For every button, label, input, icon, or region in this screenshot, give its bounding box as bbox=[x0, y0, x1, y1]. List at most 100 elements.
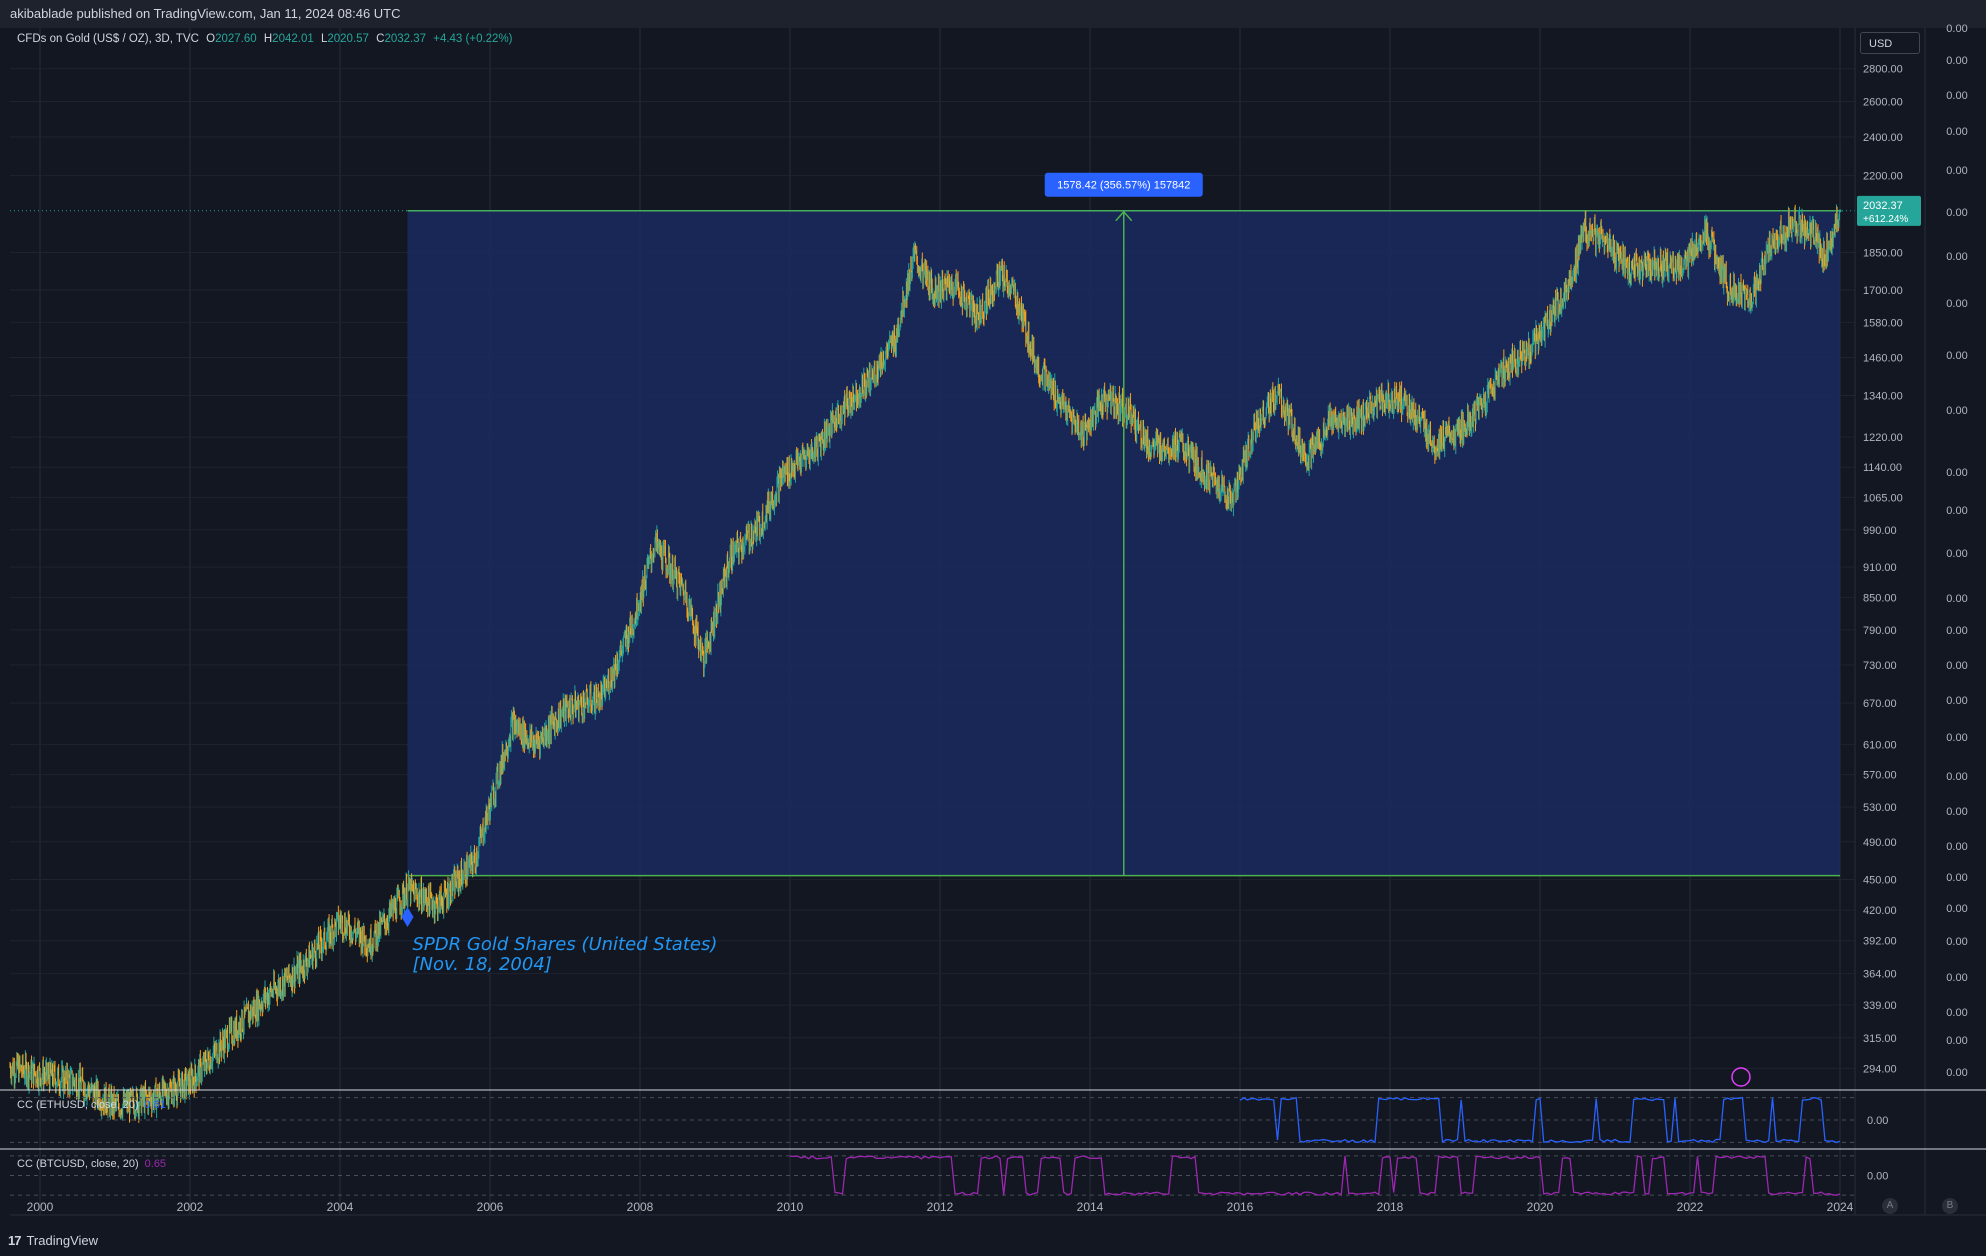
secondary-y-axis: 0.00 0.00 0.00 0.00 0.00 0.00 0.00 0.00 0.00 0.00… bbox=[1924, 23, 1968, 1215]
secondary-tick-label: 0.00 bbox=[1946, 90, 1967, 102]
measure-label: 1578.42 (356.57%) 157842 bbox=[1057, 180, 1190, 192]
time-tick-label: 2002 bbox=[177, 1200, 204, 1214]
time-tick-label: 2010 bbox=[777, 1200, 804, 1214]
price-tick-label: 2200.00 bbox=[1863, 171, 1903, 183]
time-tick-label: 2012 bbox=[927, 1200, 954, 1214]
price-tick-label: 294.00 bbox=[1863, 1063, 1897, 1075]
time-tick-label: 2000 bbox=[27, 1200, 54, 1214]
secondary-tick-label: 0.00 bbox=[1946, 1035, 1967, 1047]
price-tick-label: 490.00 bbox=[1863, 837, 1897, 849]
close-label: C bbox=[376, 33, 385, 45]
price-tick-label: 1220.00 bbox=[1863, 432, 1903, 444]
secondary-tick-label: 0.00 bbox=[1946, 972, 1967, 984]
open-value: 2027.60 bbox=[215, 33, 257, 45]
indicator-eth-value: 0.61 bbox=[144, 1099, 167, 1111]
secondary-tick-label: 0.00 bbox=[1946, 732, 1967, 744]
price-tick-label: 1140.00 bbox=[1863, 462, 1902, 474]
indicator-btc-label: CC (BTCUSD, close, 20) 0.65 bbox=[17, 1158, 166, 1170]
auto-scale-button[interactable]: A bbox=[1882, 1198, 1898, 1214]
pane-scale-label: 0.00 bbox=[1867, 1115, 1888, 1127]
price-tick-label: 850.00 bbox=[1863, 592, 1897, 604]
measure-overlay: 1578.42 (356.57%) 157842 SPDR Gold Shares… bbox=[401, 172, 1203, 975]
currency-button[interactable]: USD bbox=[1860, 32, 1920, 54]
price-series bbox=[9, 204, 1842, 1123]
price-tick-label: 990.00 bbox=[1863, 525, 1897, 537]
price-tick-label: 1580.00 bbox=[1863, 317, 1903, 329]
secondary-tick-label: 0.00 bbox=[1946, 55, 1967, 67]
price-tick-label: 730.00 bbox=[1863, 660, 1897, 672]
open-label: O bbox=[206, 33, 216, 45]
secondary-tick-label: 0.00 bbox=[1946, 23, 1967, 35]
annotation-marker-icon[interactable] bbox=[401, 907, 414, 927]
indicator-eth-label: CC (ETHUSD, close, 20) 0.61 bbox=[17, 1099, 166, 1111]
high-label: H bbox=[263, 33, 273, 45]
secondary-tick-label: 0.00 bbox=[1946, 625, 1967, 637]
time-tick-label: 2018 bbox=[1377, 1200, 1404, 1214]
secondary-tick-label: 0.00 bbox=[1946, 207, 1967, 219]
secondary-tick-label: 0.00 bbox=[1946, 350, 1967, 362]
price-tick-label: 530.00 bbox=[1863, 802, 1897, 814]
published-header: akibablade published on TradingView.com,… bbox=[0, 0, 1986, 28]
correlation-line bbox=[789, 1155, 1841, 1197]
time-tick-label: 2006 bbox=[477, 1200, 504, 1214]
secondary-tick-label: 0.00 bbox=[1946, 903, 1967, 915]
secondary-tick-label: 0.00 bbox=[1946, 126, 1967, 138]
price-tick-label: 339.00 bbox=[1863, 1000, 1897, 1012]
price-tick-label: 1340.00 bbox=[1863, 391, 1903, 403]
symbol-legend: CFDs on Gold (US$ / OZ), 3D, TVC O2027.6… bbox=[17, 33, 513, 45]
price-tick-label: 610.00 bbox=[1863, 740, 1897, 752]
price-tick-label: 790.00 bbox=[1863, 625, 1897, 637]
scale-b-button[interactable]: B bbox=[1942, 1198, 1958, 1214]
price-tick-label: 392.00 bbox=[1863, 936, 1897, 948]
pane-scale-label: 0.00 bbox=[1867, 1171, 1888, 1183]
secondary-tick-label: 0.00 bbox=[1946, 298, 1967, 310]
price-tag-price: 2032.37 bbox=[1863, 200, 1903, 212]
time-tick-label: 2004 bbox=[327, 1200, 354, 1214]
secondary-tick-label: 0.00 bbox=[1946, 936, 1967, 948]
time-tick-label: 2014 bbox=[1077, 1200, 1104, 1214]
published-text: akibablade published on TradingView.com,… bbox=[10, 6, 401, 21]
x-axis: 2000 2002 2004 2006 2008 2010 2012 2014 2016 2018… bbox=[10, 1200, 1986, 1216]
indicator-btc-name: CC (BTCUSD, close, 20) bbox=[17, 1158, 139, 1170]
time-tick-label: 2024 bbox=[1827, 1200, 1854, 1214]
high-value: 2042.01 bbox=[272, 33, 314, 45]
tradingview-logo[interactable]: 17 TradingView bbox=[8, 1230, 98, 1250]
measure-arrow-head bbox=[1115, 210, 1133, 222]
brand-text: TradingView bbox=[26, 1232, 99, 1248]
price-tick-label: 910.00 bbox=[1863, 562, 1897, 574]
price-tick-label: 670.00 bbox=[1863, 698, 1897, 710]
measure-region bbox=[10, 209, 1855, 877]
time-tick-label: 2008 bbox=[627, 1200, 654, 1214]
time-tick-label: 2022 bbox=[1677, 1200, 1704, 1214]
y-axis: 2800.00 2600.00 2400.00 2200.00 1850.00 1700.… bbox=[1854, 28, 1921, 1215]
secondary-tick-label: 0.00 bbox=[1946, 251, 1967, 263]
price-tick-label: 420.00 bbox=[1863, 905, 1897, 917]
secondary-tick-label: 0.00 bbox=[1946, 505, 1967, 517]
alert-icon[interactable] bbox=[1731, 1067, 1751, 1087]
last-price-point bbox=[1838, 209, 1842, 213]
price-tag-bg bbox=[1857, 195, 1921, 226]
secondary-tick-label: 0.00 bbox=[1946, 548, 1967, 560]
price-tick-label: 450.00 bbox=[1863, 875, 1897, 887]
price-tick-label: 570.00 bbox=[1863, 770, 1897, 782]
change-value: +4.43 (+0.22%) bbox=[433, 33, 513, 45]
secondary-tick-label: 0.00 bbox=[1946, 467, 1967, 479]
time-tick-label: 2020 bbox=[1527, 1200, 1554, 1214]
price-tag-pct: +612.24% bbox=[1863, 214, 1908, 225]
low-value: 2020.57 bbox=[327, 33, 369, 45]
price-tick-label: 1700.00 bbox=[1863, 285, 1903, 297]
price-tick-label: 364.00 bbox=[1863, 969, 1897, 981]
time-tick-label: 2016 bbox=[1227, 1200, 1254, 1214]
indicator-btc-value: 0.65 bbox=[144, 1158, 167, 1170]
tradingview-icon: 17 bbox=[8, 1232, 22, 1248]
price-tick-label: 1850.00 bbox=[1863, 247, 1903, 259]
price-tick-label: 2400.00 bbox=[1863, 132, 1903, 144]
low-label: L bbox=[320, 33, 328, 45]
annotation-line1: SPDR Gold Shares (United States) bbox=[413, 934, 718, 955]
secondary-tick-label: 0.00 bbox=[1946, 660, 1967, 672]
measure-label-bg bbox=[1044, 172, 1203, 197]
secondary-tick-label: 0.00 bbox=[1946, 695, 1967, 707]
secondary-tick-label: 0.00 bbox=[1946, 872, 1967, 884]
secondary-tick-label: 0.00 bbox=[1946, 1067, 1967, 1079]
